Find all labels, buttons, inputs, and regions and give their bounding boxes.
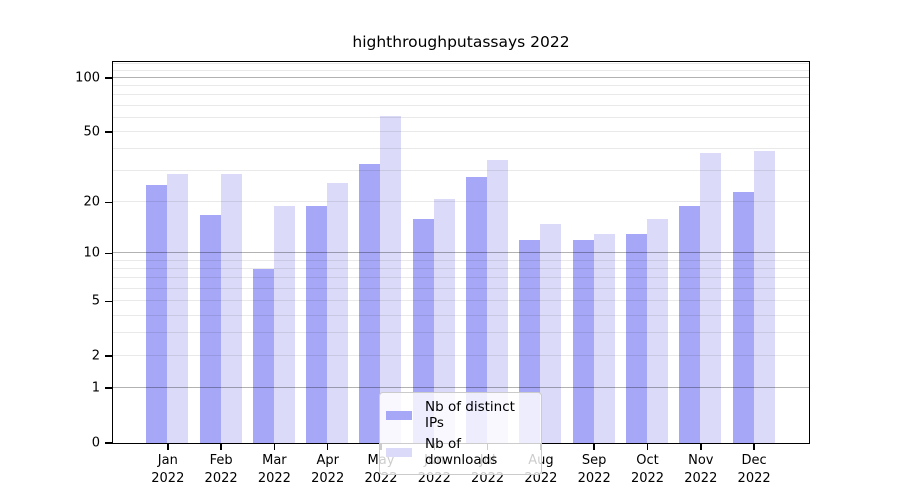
y-tick-label-2: 2 <box>91 348 100 364</box>
y-tick-2 <box>105 355 112 357</box>
gridline-major-100 <box>113 77 809 78</box>
y-tick-100 <box>105 77 112 79</box>
x-tick-label-mar: Mar 2022 <box>257 453 291 487</box>
x-tick-oct <box>646 444 649 450</box>
chart-title: highthroughputassays 2022 <box>352 33 570 51</box>
bar-nb-of-distinct-ips-dec <box>732 191 754 443</box>
gridline-major-10 <box>113 252 809 254</box>
gridline-minor-120 <box>113 62 809 64</box>
y-tick-label-50: 50 <box>83 124 100 140</box>
x-tick-label-feb: Feb 2022 <box>204 453 238 487</box>
x-tick-feb <box>220 444 222 450</box>
y-tick-1 <box>105 387 112 389</box>
gridline-minor-7 <box>113 277 809 279</box>
x-tick-label-nov: Nov 2022 <box>684 453 718 487</box>
gridline-minor-30 <box>113 170 809 172</box>
y-tick-0 <box>105 442 112 444</box>
legend-label-distinct-ips: Nb of distinct IPs <box>425 399 515 431</box>
gridline-minor-80 <box>113 94 809 96</box>
gridline-minor-8 <box>113 268 809 270</box>
plot-area <box>112 61 810 444</box>
gridline-minor-4 <box>113 314 809 316</box>
bar-nb-of-downloads-dec <box>753 151 775 443</box>
y-tick-label-100: 100 <box>75 70 100 86</box>
bar-nb-of-distinct-ips-mar <box>252 269 274 443</box>
gridline-minor-70 <box>113 104 809 106</box>
bar-nb-of-distinct-ips-jan <box>146 185 168 443</box>
gridline-minor-20 <box>113 201 809 203</box>
bar-nb-of-distinct-ips-jun <box>412 219 434 443</box>
x-tick-nov <box>700 444 702 450</box>
x-tick-label-jan: Jan 2022 <box>151 453 185 487</box>
legend-row-downloads: Nb of downloads <box>386 436 533 468</box>
bar-nb-of-downloads-sep <box>593 234 615 443</box>
gridline-major-1 <box>113 387 809 388</box>
bar-nb-of-distinct-ips-sep <box>572 240 594 443</box>
x-tick-jan <box>167 444 169 450</box>
bar-nb-of-distinct-ips-may <box>359 164 381 443</box>
gridline-minor-90 <box>113 85 809 87</box>
bar-nb-of-distinct-ips-jul <box>466 176 487 443</box>
bar-nb-of-downloads-jun <box>433 198 455 443</box>
bar-nb-of-distinct-ips-feb <box>199 214 221 443</box>
gridline-minor-50 <box>113 131 809 133</box>
bar-nb-of-downloads-may <box>380 115 402 443</box>
x-tick-label-oct: Oct 2022 <box>630 453 665 487</box>
x-tick-label-dec: Dec 2022 <box>737 453 771 487</box>
gridline-minor-5 <box>113 300 809 302</box>
legend-label-downloads: Nb of downloads <box>425 436 498 468</box>
bar-nb-of-downloads-jul <box>487 159 508 443</box>
bar-nb-of-downloads-mar <box>273 206 295 443</box>
bar-nb-of-distinct-ips-apr <box>306 206 328 443</box>
gridline-minor-60 <box>113 116 809 118</box>
y-tick-label-10: 10 <box>83 245 100 261</box>
gridline-minor-40 <box>113 148 809 150</box>
bar-nb-of-downloads-feb <box>220 174 242 443</box>
bar-nb-of-downloads-aug <box>540 223 562 443</box>
y-tick-label-5: 5 <box>91 293 100 309</box>
x-tick-label-apr: Apr 2022 <box>311 453 345 487</box>
bar-nb-of-distinct-ips-nov <box>679 206 701 443</box>
gridline-minor-110 <box>113 69 809 71</box>
y-tick-10 <box>105 252 112 255</box>
x-tick-mar <box>273 444 276 450</box>
legend: Nb of distinct IPs Nb of downloads <box>379 392 542 475</box>
gridline-minor-2 <box>113 354 809 356</box>
y-tick-5 <box>105 300 112 303</box>
x-tick-sep <box>593 444 595 450</box>
y-tick-20 <box>105 201 112 204</box>
gridline-minor-9 <box>113 259 809 261</box>
x-tick-dec <box>753 444 755 450</box>
y-tick-label-20: 20 <box>83 194 100 210</box>
y-tick-label-0: 0 <box>91 435 100 451</box>
bar-nb-of-downloads-jan <box>167 174 189 443</box>
bar-nb-of-downloads-nov <box>700 153 722 443</box>
x-tick-apr <box>326 444 329 450</box>
bar-nb-of-downloads-oct <box>646 219 668 443</box>
x-tick-label-sep: Sep 2022 <box>577 453 611 487</box>
gridline-minor-6 <box>113 287 809 289</box>
bar-nb-of-distinct-ips-oct <box>625 234 647 443</box>
legend-swatch-distinct-ips-icon <box>386 410 412 420</box>
legend-swatch-downloads-icon <box>386 447 412 457</box>
bar-nb-of-downloads-apr <box>327 182 349 443</box>
gridline-minor-3 <box>113 332 809 334</box>
y-tick-50 <box>105 131 112 134</box>
legend-row-distinct-ips: Nb of distinct IPs <box>386 399 533 431</box>
y-tick-label-1: 1 <box>91 380 100 396</box>
